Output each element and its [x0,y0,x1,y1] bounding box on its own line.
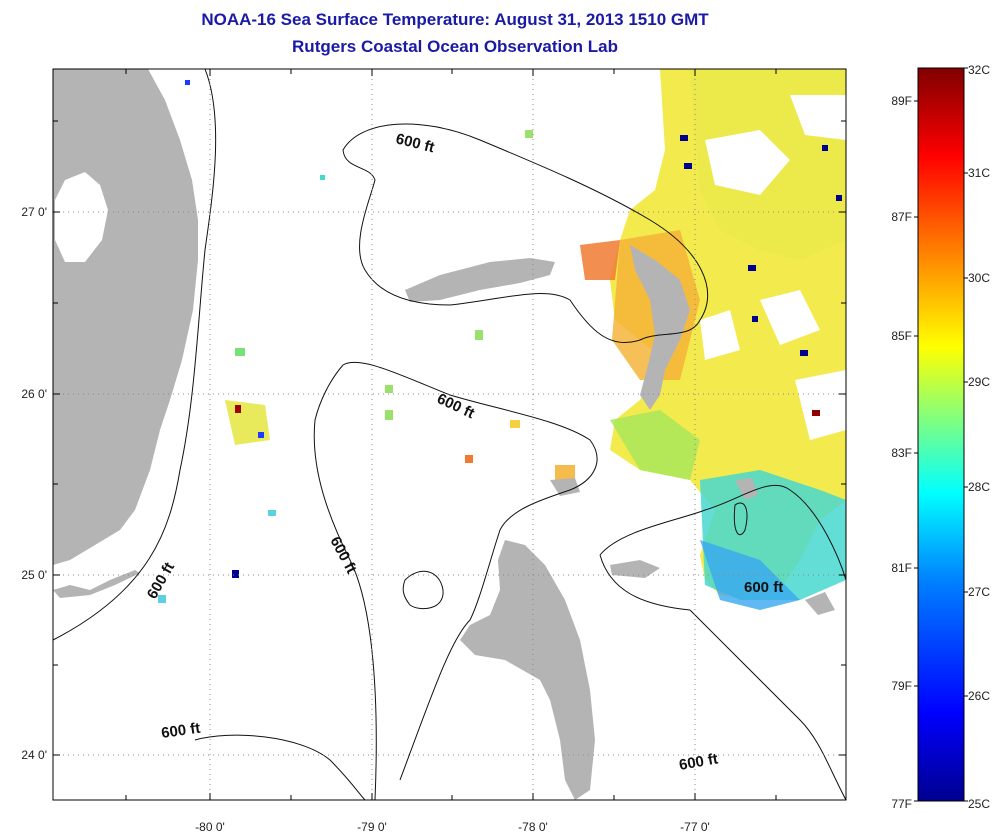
sst-scattered-pixels [158,80,575,603]
lake-okeechobee [55,172,108,262]
colorbar-gradient [917,67,965,802]
lat-label: 26 0' [21,387,47,401]
new-providence-land [610,560,660,578]
colorbar-celsius-label: 32C [968,63,990,77]
colorbar-fahrenheit-label: 87F [891,210,912,224]
colorbar-fahrenheit-label: 89F [891,94,912,108]
colorbar: 32C 31C 30C 29C 28C 27C 26C 25C 89F 87F … [891,63,990,811]
lat-label: 24 0' [21,748,47,762]
grid-lines [53,69,846,800]
contour-label-600ft: 600 ft [744,579,783,596]
contour-label-600ft: 600 ft [160,720,201,742]
colorbar-celsius-label: 29C [968,375,990,389]
exuma-land [805,592,835,615]
lon-label: -79 0' [357,820,387,834]
florida-keys [53,570,140,598]
colorbar-celsius-label: 30C [968,271,990,285]
colorbar-celsius-label: 31C [968,166,990,180]
colorbar-fahrenheit-label: 77F [891,797,912,811]
lon-label: -78 0' [518,820,548,834]
colorbar-celsius-label: 26C [968,689,990,703]
lon-label: -80 0' [195,820,225,834]
map-title: NOAA-16 Sea Surface Temperature: August … [201,10,709,29]
berry-islands-land [550,478,580,496]
colorbar-celsius-label: 27C [968,585,990,599]
andros-land [460,540,595,800]
grand-bahama-land [405,258,555,302]
colorbar-fahrenheit-label: 79F [891,679,912,693]
map-frame [52,68,847,801]
lon-label: -77 0' [680,820,710,834]
colorbar-celsius-label: 28C [968,480,990,494]
colorbar-fahrenheit-label: 83F [891,446,912,460]
map-subtitle: Rutgers Coastal Ocean Observation Lab [292,37,618,56]
bathymetry-contours [53,69,846,800]
axis-ticks [53,69,846,800]
abaco-land [630,245,690,410]
contour-label-600ft: 600 ft [678,750,720,774]
eleuthera-land [735,478,758,500]
colorbar-fahrenheit-label: 85F [891,329,912,343]
lat-label: 27 0' [21,205,47,219]
lat-label: 25 0' [21,568,47,582]
colorbar-fahrenheit-label: 81F [891,561,912,575]
colorbar-celsius-label: 25C [968,797,990,811]
